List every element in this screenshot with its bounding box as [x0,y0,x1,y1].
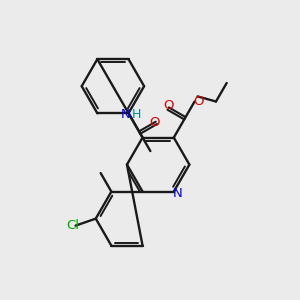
Text: O: O [149,116,159,129]
Text: Cl: Cl [67,219,80,232]
Text: N: N [172,188,182,200]
Text: H: H [132,108,142,121]
Text: N: N [121,108,131,121]
Text: O: O [163,98,173,112]
Text: O: O [193,95,203,108]
